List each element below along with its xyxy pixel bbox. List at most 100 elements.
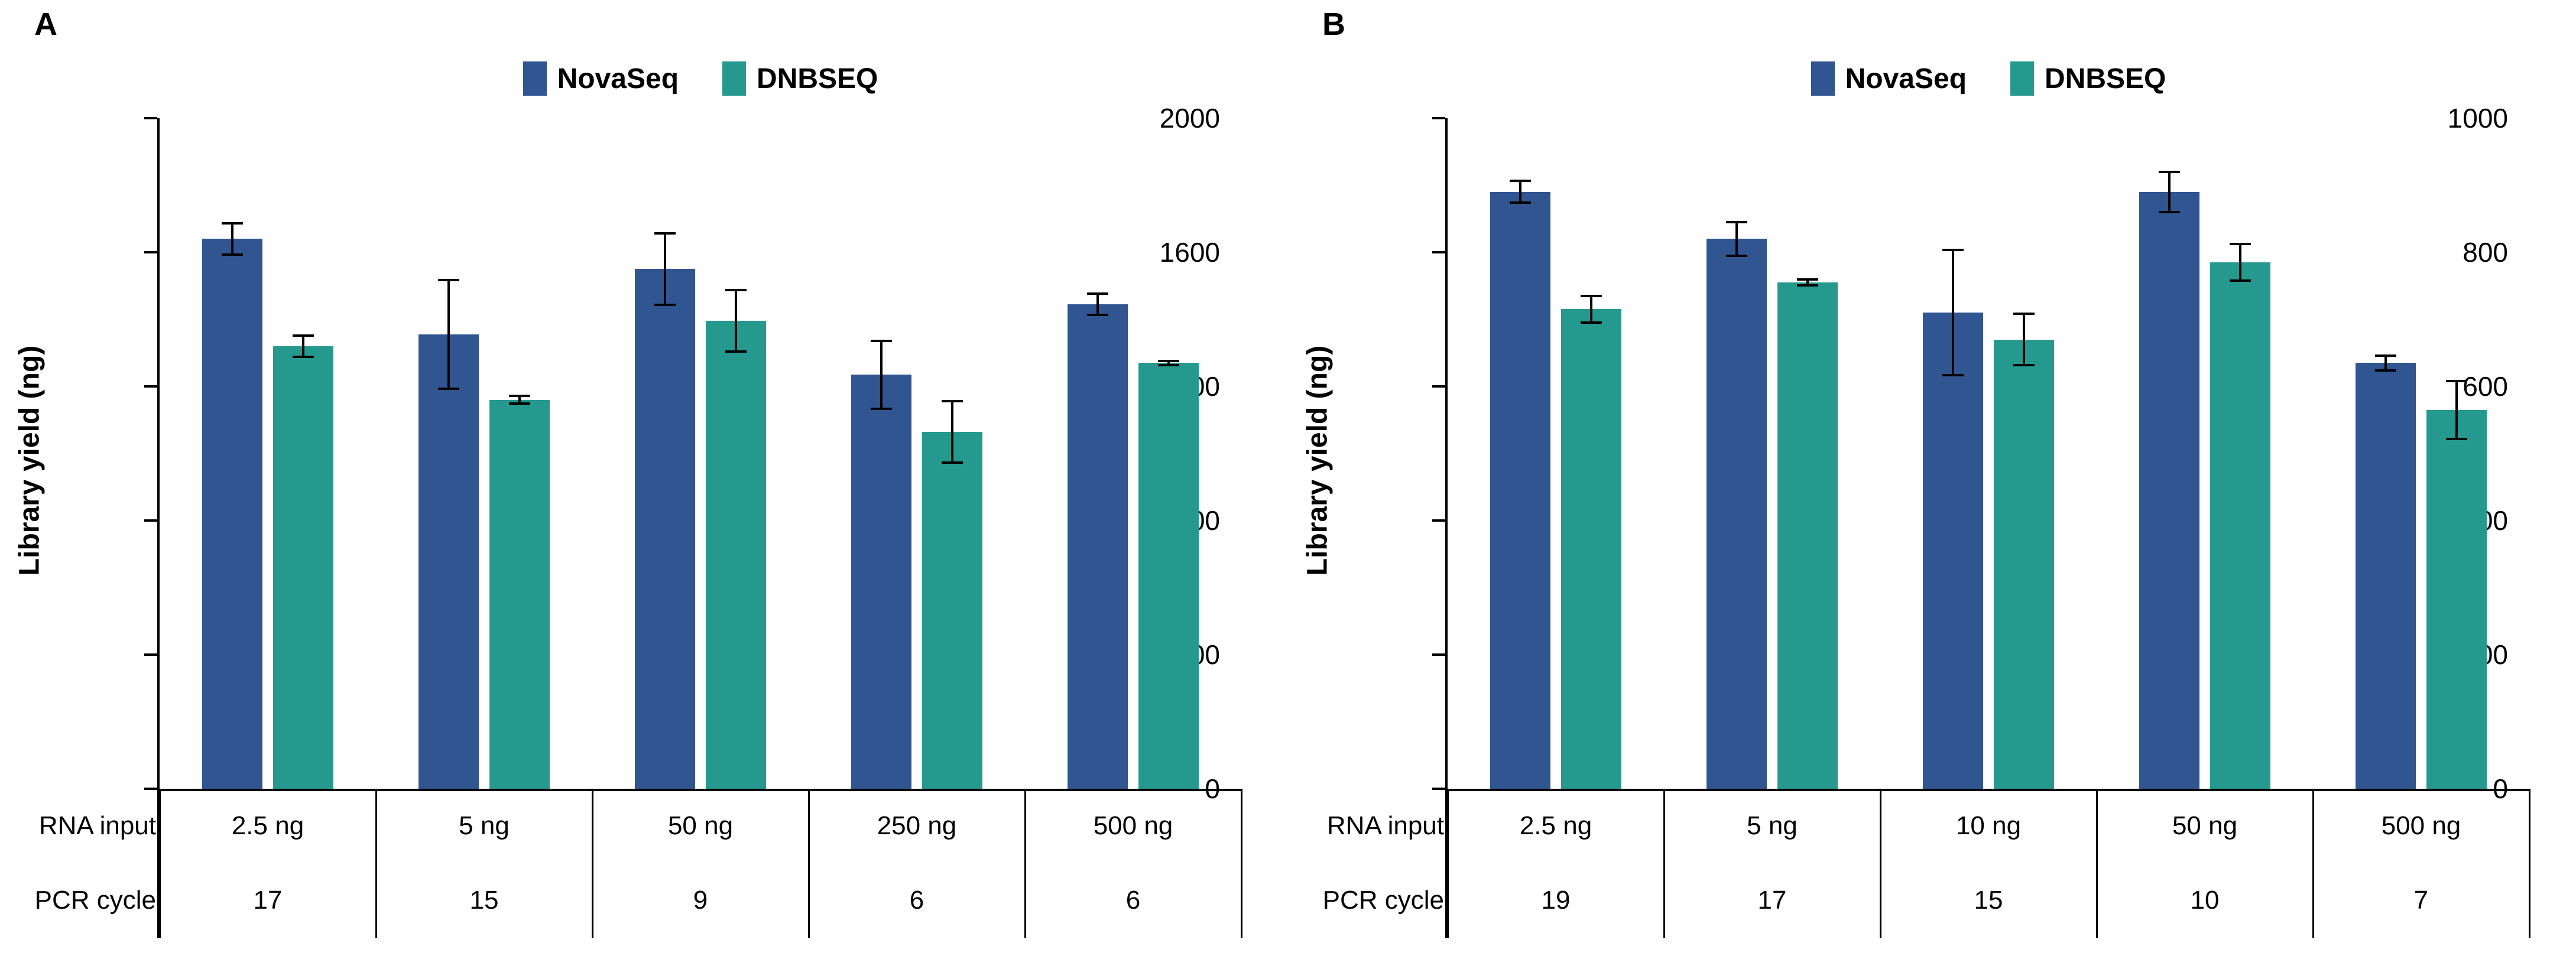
bar-novaseq-2.5-ng <box>1490 191 1550 789</box>
pcr-cycle-cell: 10 <box>2190 886 2220 915</box>
table-divider <box>807 789 810 938</box>
rna-input-cell: 2.5 ng <box>231 811 304 840</box>
y-axis-line-a <box>157 118 160 938</box>
x-axis-line-a <box>157 789 1241 791</box>
bar-group-2.5-ng <box>1448 118 1664 789</box>
bar-dnbseq-250-ng <box>922 431 982 789</box>
bar-novaseq-50-ng <box>2139 191 2199 789</box>
y-tick-label-0: 0 <box>1205 773 1220 804</box>
legend-item-novaseq: NovaSeq <box>1811 61 1967 96</box>
error-bar-stem <box>231 224 233 253</box>
rna-input-cell: 5 ng <box>459 811 510 840</box>
error-bar-stem <box>302 337 304 356</box>
y-tick-mark-0 <box>1432 788 1445 790</box>
bar-novaseq-500-ng <box>1068 304 1128 789</box>
bar-group-250-ng <box>809 118 1025 789</box>
bar-novaseq-2.5-ng <box>202 239 262 789</box>
error-bar-dnbseq-2.5-ng <box>1581 294 1602 324</box>
rna-input-cell: 250 ng <box>877 811 957 840</box>
error-bar-dnbseq-500-ng <box>2446 379 2467 440</box>
pcr-cycle-cell: 6 <box>1125 886 1141 915</box>
error-bar-dnbseq-50-ng <box>725 289 747 353</box>
bar-group-10-ng <box>1880 118 2097 789</box>
table-divider <box>158 789 161 938</box>
error-bar-stem <box>1806 281 1809 284</box>
bar-group-50-ng <box>2097 118 2313 789</box>
bar-group-5-ng <box>376 118 592 789</box>
bar-dnbseq-500-ng <box>2426 409 2487 789</box>
rna-input-cell: 50 ng <box>667 811 734 840</box>
bar-dnbseq-5-ng <box>489 399 550 789</box>
bar-novaseq-5-ng <box>418 334 479 789</box>
table-divider <box>1879 789 1881 938</box>
row-header-pcr-cycle: PCR cycle <box>34 886 156 915</box>
bar-group-500-ng <box>2313 118 2529 789</box>
error-bar-stem <box>1735 223 1738 255</box>
rna-input-cell: 50 ng <box>2172 811 2238 840</box>
legend-a: NovaSeq DNBSEQ <box>160 58 1241 99</box>
y-tick-mark-400 <box>144 653 157 656</box>
pcr-cycle-cell: 15 <box>469 886 499 915</box>
panel-b: B NovaSeq DNBSEQ Library yield (ng) 0200… <box>1288 0 2576 953</box>
error-bar-stem <box>735 291 737 351</box>
bar-novaseq-500-ng <box>2356 363 2416 789</box>
bar-novaseq-5-ng <box>1706 239 1767 789</box>
error-bar-stem <box>1096 295 1099 314</box>
y-tick-mark-800 <box>144 519 157 522</box>
row-header-rna-input: RNA input <box>1326 811 1444 840</box>
error-bar-stem <box>447 281 450 388</box>
pcr-cycle-cell: 7 <box>2413 886 2429 915</box>
bar-novaseq-250-ng <box>851 375 911 789</box>
error-bar-dnbseq-5-ng <box>1797 278 1818 287</box>
error-bar-novaseq-5-ng <box>1726 220 1747 257</box>
y-tick-mark-1200 <box>144 385 157 388</box>
y-tick-label-0: 0 <box>2493 773 2508 804</box>
error-bar-novaseq-50-ng <box>654 232 676 306</box>
error-bar-novaseq-250-ng <box>871 339 892 410</box>
table-divider <box>1240 789 1242 938</box>
error-bar-dnbseq-5-ng <box>509 395 530 405</box>
y-tick-mark-1000 <box>1432 117 1445 119</box>
error-bar-stem <box>2023 315 2025 364</box>
table-divider <box>591 789 593 938</box>
y-tick-mark-600 <box>1432 385 1445 388</box>
error-bar-novaseq-500-ng <box>1087 292 1108 316</box>
row-header-rna-input: RNA input <box>38 811 156 840</box>
legend-label-dnbseq: DNBSEQ <box>2045 63 2166 95</box>
y-tick-label-1600: 1600 <box>1159 237 1220 268</box>
table-divider <box>1446 789 1449 938</box>
table-divider <box>1663 789 1665 938</box>
rna-input-cell: 2.5 ng <box>1519 811 1592 840</box>
pcr-cycle-cell: 17 <box>253 886 283 915</box>
pcr-cycle-cell: 17 <box>1757 886 1787 915</box>
legend-b: NovaSeq DNBSEQ <box>1448 58 2529 99</box>
plot-area-b: 02004006008001000 <box>1432 105 2529 938</box>
error-bar-dnbseq-2.5-ng <box>293 334 314 358</box>
legend-item-novaseq: NovaSeq <box>523 61 679 96</box>
error-bar-stem <box>2239 245 2241 279</box>
panel-a-letter: A <box>34 6 57 42</box>
error-bar-dnbseq-500-ng <box>1158 359 1179 366</box>
error-bar-stem <box>951 402 953 461</box>
pcr-cycle-cell: 6 <box>909 886 924 915</box>
bar-novaseq-10-ng <box>1923 313 1983 789</box>
legend-label-dnbseq: DNBSEQ <box>757 63 878 95</box>
bar-group-500-ng <box>1025 118 1241 789</box>
novaseq-swatch-icon <box>1811 61 1835 96</box>
plot-area-a: 0400800120016002000 <box>144 105 1241 938</box>
y-axis-label-b: Library yield (ng) <box>1302 345 1334 576</box>
error-bar-novaseq-2.5-ng <box>222 222 243 256</box>
y-tick-mark-400 <box>1432 519 1445 522</box>
y-tick-label-800: 800 <box>2463 237 2508 268</box>
rna-input-cell: 10 ng <box>1955 811 2022 840</box>
pcr-cycle-cell: 9 <box>693 886 708 915</box>
row-header-pcr-cycle: PCR cycle <box>1322 886 1444 915</box>
error-bar-stem <box>2455 382 2458 438</box>
data-table-a: RNA input PCR cycle 2.5 ng 17 5 ng 15 50 ng 9 25… <box>35 789 1242 938</box>
table-divider <box>2528 789 2530 938</box>
error-bar-stem <box>2384 356 2387 370</box>
error-bar-novaseq-500-ng <box>2375 354 2396 372</box>
bar-dnbseq-2.5-ng <box>273 346 333 789</box>
bar-group-2.5-ng <box>160 118 376 789</box>
bar-dnbseq-50-ng <box>706 321 766 789</box>
